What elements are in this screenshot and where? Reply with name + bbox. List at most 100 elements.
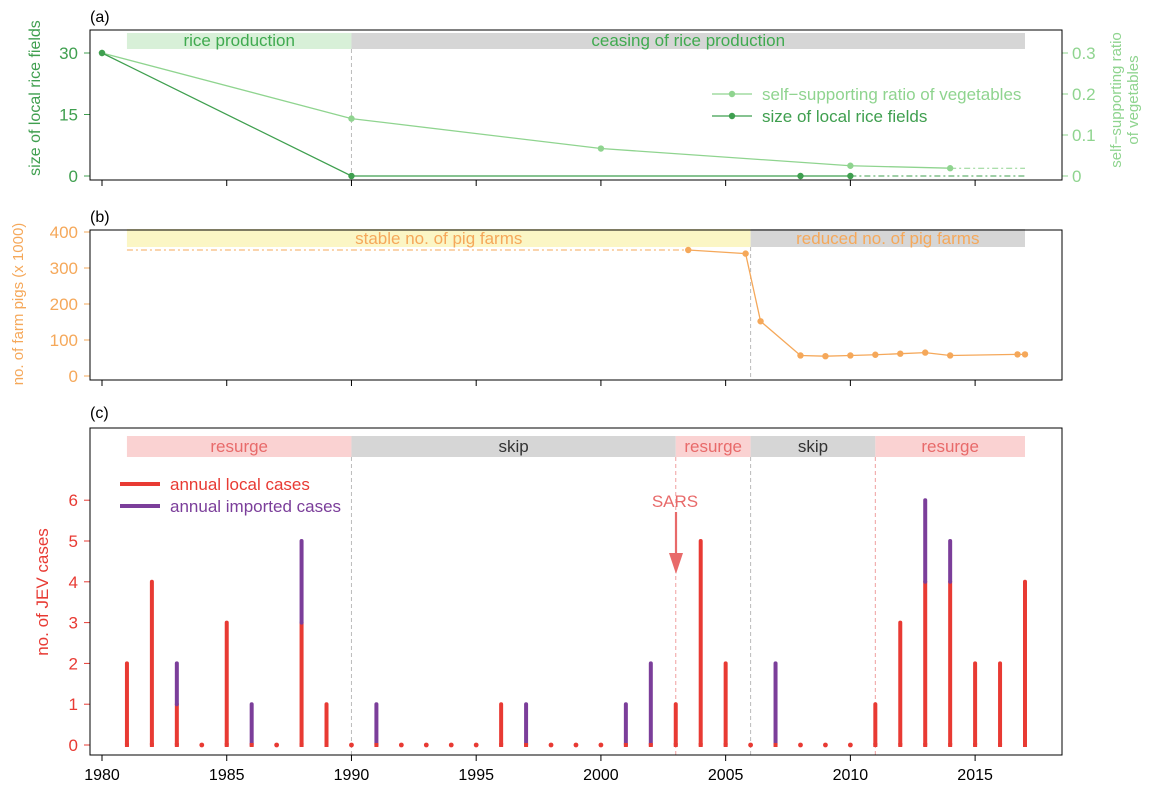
c-tick-label-5: 5 <box>69 532 78 551</box>
band-a-label-0: rice production <box>183 31 295 50</box>
band-c-1 <box>351 436 676 457</box>
x-tick-label-1985: 1985 <box>209 767 245 784</box>
panel-c-legend: annual local cases annual imported cases <box>120 475 341 516</box>
point-pigs-6 <box>872 351 879 358</box>
panel-a-ylabel: size of local rice fields <box>27 20 44 176</box>
panel-c-label: (c) <box>90 405 109 422</box>
x-tick-label-2000: 2000 <box>583 767 619 784</box>
zero-point-2000 <box>598 742 604 748</box>
band-c-2 <box>675 436 751 457</box>
point-vegetables-1990 <box>348 115 355 122</box>
a-left-tick-label-30: 30 <box>59 44 78 63</box>
panel-a-label: (a) <box>90 9 110 26</box>
x-tick-label-1980: 1980 <box>84 767 120 784</box>
b-tick-label-300: 300 <box>50 259 78 278</box>
zero-point-1987 <box>274 742 280 748</box>
x-tick-label-1995: 1995 <box>458 767 494 784</box>
legend-label-rice: size of local rice fields <box>762 107 927 126</box>
zero-point-1995 <box>473 742 479 748</box>
point-rice-2008 <box>797 172 804 180</box>
c-tick-label-4: 4 <box>69 573 78 592</box>
band-c-label-2: resurge <box>684 437 742 456</box>
zero-point-1984 <box>199 742 205 748</box>
a-left-tick-label-0: 0 <box>69 167 78 186</box>
c-tick-label-6: 6 <box>69 491 78 510</box>
panel-a-legend: self−supporting ratio of vegetables size… <box>712 85 1021 126</box>
a-right-tick-label-0.1: 0.1 <box>1072 126 1096 145</box>
panel-b-label: (b) <box>90 209 110 226</box>
point-pigs-5 <box>847 352 854 359</box>
c-tick-label-0: 0 <box>69 736 78 755</box>
zero-point-1992 <box>398 742 404 748</box>
x-axis: 1980 1985 1990 1995 2000 2005 2010 2015 <box>84 180 993 784</box>
point-pigs-3 <box>797 352 804 359</box>
point-vegetables-2000 <box>597 145 605 152</box>
zero-point-2010 <box>847 742 853 748</box>
point-rice-2010 <box>847 172 854 180</box>
sars-label: SARS <box>652 492 698 511</box>
a-left-tick-label-15: 15 <box>59 106 78 125</box>
zero-point-1994 <box>448 742 454 748</box>
panel-c: (c) resurge skip resurge skip resurge 0 1 2 3 4 5… <box>33 405 1063 756</box>
b-tick-label-200: 200 <box>50 295 78 314</box>
x-tick-label-1990: 1990 <box>334 767 370 784</box>
a-right-tick-label-0.3: 0.3 <box>1072 44 1096 63</box>
legend-point-rice <box>728 112 736 120</box>
point-pigs-10 <box>1014 351 1021 358</box>
panel-a-frame <box>89 29 1063 181</box>
legend-point-vegetables <box>728 90 736 98</box>
band-a-0 <box>126 33 352 49</box>
panel-c-ylabel: no. of JEV cases <box>33 528 52 656</box>
panel-b: (b) stable no. of pig farms reduced no. o… <box>10 209 1063 386</box>
point-pigs-7 <box>897 350 904 357</box>
band-b-1 <box>750 229 1025 247</box>
point-pigs-2 <box>757 318 764 325</box>
zero-point-1990 <box>349 742 354 748</box>
b-tick-label-0: 0 <box>69 367 78 386</box>
band-c-3 <box>750 436 876 457</box>
series-rice-line <box>101 52 851 177</box>
band-b-label-0: stable no. of pig farms <box>355 229 522 248</box>
point-vegetables-2010 <box>847 162 854 169</box>
band-c-4 <box>875 436 1025 457</box>
x-tick-label-2015: 2015 <box>957 767 993 784</box>
band-c-label-0: resurge <box>210 437 268 456</box>
b-tick-label-100: 100 <box>50 331 78 350</box>
point-pigs-8 <box>922 349 929 356</box>
point-rice-1980 <box>98 49 106 57</box>
panel-a-ylabel-right-2: of vegetables <box>1125 55 1142 144</box>
panel-a: (a) rice production ceasing of rice produ… <box>27 9 1142 186</box>
zero-point-2008 <box>798 742 803 748</box>
zero-point-1998 <box>548 742 554 748</box>
point-pigs-9 <box>946 352 954 359</box>
b-tick-label-400: 400 <box>50 223 78 242</box>
band-c-label-4: resurge <box>921 437 979 456</box>
sars-annotation: SARS <box>652 492 698 574</box>
a-right-tick-label-0.2: 0.2 <box>1072 85 1096 104</box>
band-a-label-1: ceasing of rice production <box>591 31 785 50</box>
band-c-0 <box>126 436 352 457</box>
panel-a-ylabel-right-1: self−supporting ratio <box>1108 32 1125 168</box>
x-tick-label-2005: 2005 <box>708 767 744 784</box>
point-vegetables-2014 <box>946 165 954 172</box>
legend-label-imported: annual imported cases <box>170 497 341 516</box>
point-pigs-0 <box>685 246 692 254</box>
zero-point-2009 <box>823 742 828 748</box>
point-rice-1990 <box>348 172 355 180</box>
a-right-tick-label-0: 0 <box>1072 167 1081 186</box>
point-pigs-4 <box>822 353 829 360</box>
sars-arrow-head <box>669 553 683 574</box>
legend-label-local: annual local cases <box>170 475 310 494</box>
zero-point-2006 <box>748 742 753 748</box>
c-tick-label-1: 1 <box>69 695 78 714</box>
band-b-label-1: reduced no. of pig farms <box>796 229 979 248</box>
panel-b-ylabel: no. of farm pigs (x 1000) <box>10 223 27 386</box>
band-b-0 <box>126 229 751 247</box>
x-tick-label-2010: 2010 <box>833 767 869 784</box>
zero-point-1999 <box>573 742 579 748</box>
legend-label-vegetables: self−supporting ratio of vegetables <box>762 85 1021 104</box>
series-pigs-line <box>688 249 1025 357</box>
c-tick-label-2: 2 <box>69 654 78 673</box>
panel-b-frame <box>89 229 1063 381</box>
